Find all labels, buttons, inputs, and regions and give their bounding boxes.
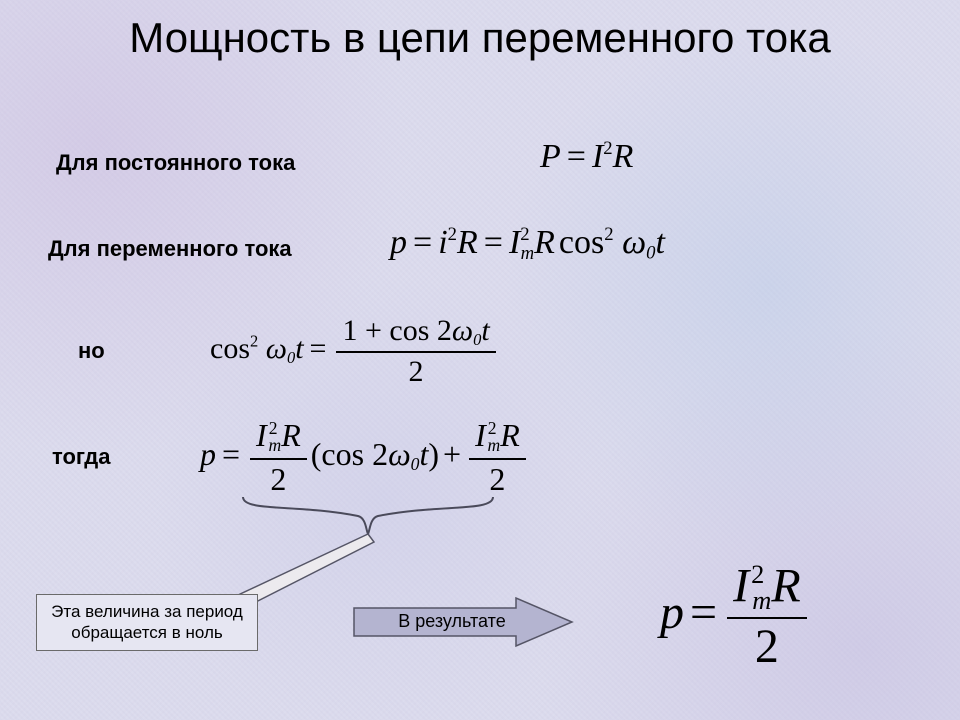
formula-dc: P=I2R [540, 138, 633, 176]
callout-zero: Эта величина за период обращается в ноль [36, 594, 258, 651]
formula-identity: cos2 ω0t=1 + cos 2ω0t2 [210, 314, 500, 388]
label-but: но [78, 338, 105, 364]
formula-result: p=I2mR2 [660, 560, 811, 674]
label-then: тогда [52, 444, 110, 470]
result-arrow-label: В результате [372, 611, 532, 632]
formula-ac: p=i2R=I2mRcos2 ω0t [390, 224, 665, 265]
label-ac: Для переменного тока [48, 236, 292, 262]
slide-title: Мощность в цепи переменного тока [0, 0, 960, 62]
label-dc: Для постоянного тока [56, 150, 295, 176]
formula-expanded: p=I2mR2(cos 2ω0t)+I2mR2 [200, 418, 530, 497]
